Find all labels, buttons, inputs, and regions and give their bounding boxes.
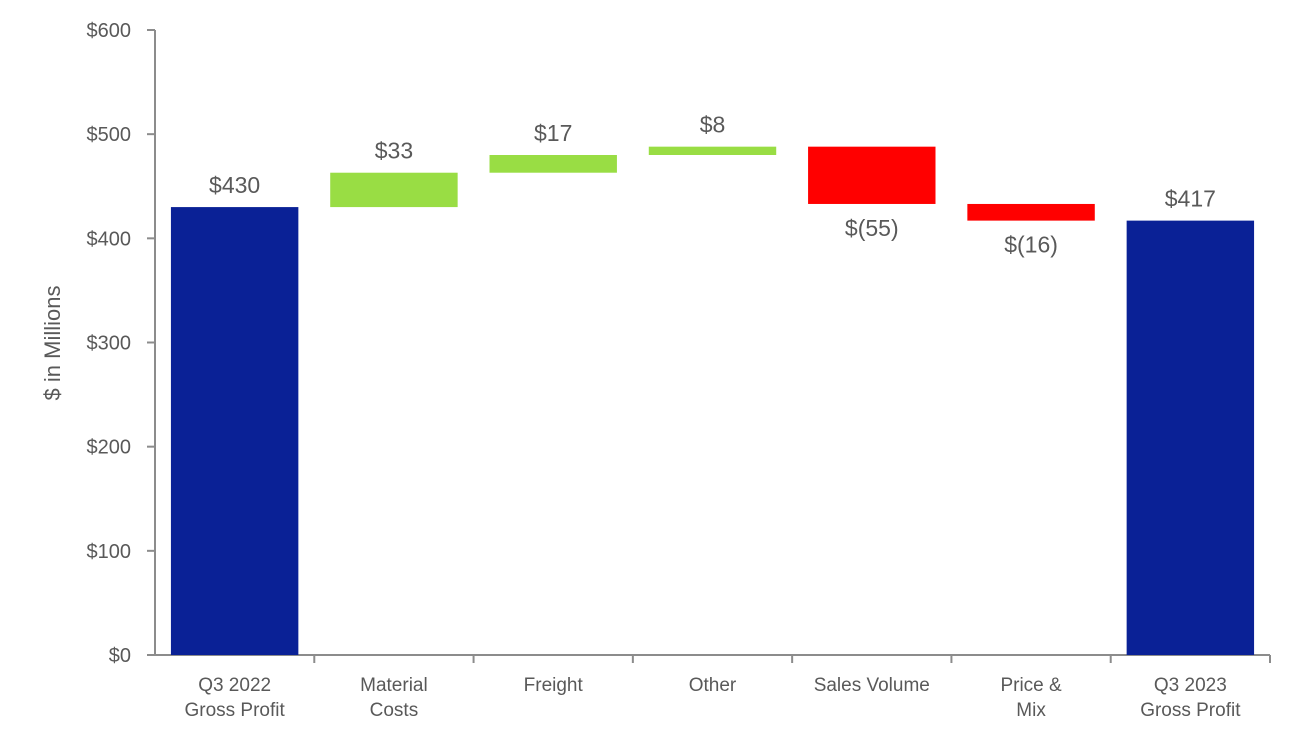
bar-decrease	[808, 146, 936, 204]
x-category-label-line: Material	[360, 675, 428, 696]
data-labels: $430 $33 $17 $8 $(55) $(16) $417	[209, 112, 1216, 258]
x-category-label-line: Mix	[1016, 700, 1046, 721]
data-label: $(55)	[845, 215, 899, 241]
x-category-label-line: Price &	[1000, 675, 1062, 696]
x-category-label: Freight	[524, 675, 584, 696]
y-tick-label: $600	[87, 20, 132, 42]
y-tick-label: $0	[109, 645, 131, 667]
data-label: $417	[1165, 186, 1216, 212]
y-tick-label: $400	[87, 228, 132, 250]
x-category-label-line: Q3 2022	[198, 675, 271, 696]
bar-decrease	[967, 203, 1095, 221]
x-category-label: Sales Volume	[814, 675, 930, 696]
y-tick-label: $100	[87, 541, 132, 563]
x-category-label-line: Q3 2023	[1154, 675, 1227, 696]
y-tick-label: $300	[87, 333, 132, 355]
bar-increase	[330, 172, 458, 208]
data-label: $17	[534, 120, 572, 146]
x-category-label-line: Gross Profit	[184, 700, 285, 721]
y-axis: $0 $100 $200 $300 $400 $500 $600	[87, 20, 156, 667]
x-axis: Q3 2022 Gross Profit Material Costs Freight O…	[155, 654, 1271, 721]
x-category-label-line: Costs	[370, 700, 419, 721]
bar-total	[1126, 220, 1255, 655]
data-label: $8	[700, 112, 726, 138]
bar-increase	[489, 155, 617, 173]
x-category-label: Other	[689, 675, 737, 696]
x-category-label: Q3 2022 Gross Profit	[184, 675, 285, 721]
x-category-label-line: Other	[689, 675, 737, 696]
bar-total	[170, 207, 299, 656]
x-category-label: Material Costs	[360, 675, 428, 721]
x-category-label: Q3 2023 Gross Profit	[1140, 675, 1241, 721]
y-axis-title: $ in Millions	[40, 286, 65, 401]
x-category-label-line: Sales Volume	[814, 675, 930, 696]
data-label: $33	[375, 138, 413, 164]
bars	[170, 146, 1255, 656]
bar-increase	[648, 146, 777, 155]
x-category-label-line: Gross Profit	[1140, 700, 1241, 721]
y-tick-label: $500	[87, 124, 132, 146]
x-category-label-line: Freight	[524, 675, 584, 696]
data-label: $(16)	[1004, 232, 1058, 258]
x-category-label: Price & Mix	[1000, 675, 1062, 721]
data-label: $430	[209, 172, 260, 198]
y-tick-label: $200	[87, 437, 132, 459]
